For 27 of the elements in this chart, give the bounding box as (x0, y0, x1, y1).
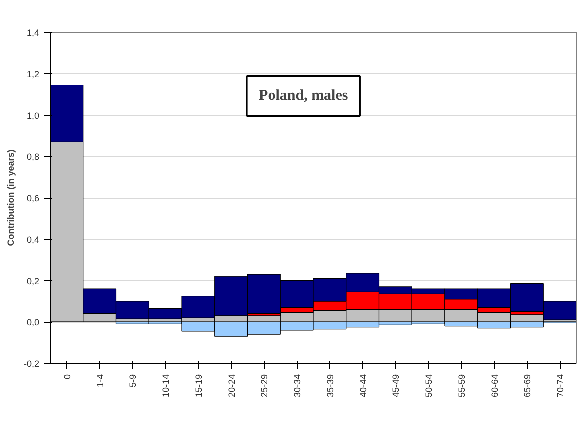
y-tick-label: 1,0 (26, 110, 40, 121)
x-tick-label: 40-44 (358, 374, 368, 398)
x-tick-label: 25-29 (260, 374, 270, 398)
y-tick-label: 0,4 (26, 234, 40, 245)
x-tick-label: 5-9 (128, 374, 138, 388)
x-tick-label: 10-14 (161, 374, 172, 398)
x-tick-label: 0 (62, 374, 72, 380)
y-tick-label: 0,0 (26, 318, 40, 328)
x-tick-label: 60-64 (490, 374, 500, 398)
y-tick-label: 1,4 (26, 28, 40, 38)
y-tick-label: -0,2 (24, 359, 40, 369)
x-tick-label: 15-19 (194, 374, 204, 398)
y-tick-label: 0,6 (26, 194, 40, 204)
y-tick-label: 1,2 (26, 69, 40, 80)
x-tick-label: 30-34 (292, 374, 303, 398)
x-tick-label: 65-69 (522, 374, 533, 398)
x-tick-label: 1-4 (95, 374, 106, 388)
x-tick-label: 35-39 (325, 374, 336, 398)
x-tick-label: 45-49 (391, 374, 402, 398)
x-tick-label: 20-24 (226, 374, 237, 398)
y-axis-title: Contribution (in years) (6, 150, 16, 246)
y-tick-label: 0,2 (26, 276, 40, 286)
annotation: Poland, males (259, 88, 348, 104)
x-tick-label: 55-59 (456, 374, 467, 398)
y-tick-label: 0,8 (26, 152, 40, 162)
x-tick-label: 50-54 (424, 374, 434, 398)
x-tick-label: 70-74 (556, 374, 566, 398)
